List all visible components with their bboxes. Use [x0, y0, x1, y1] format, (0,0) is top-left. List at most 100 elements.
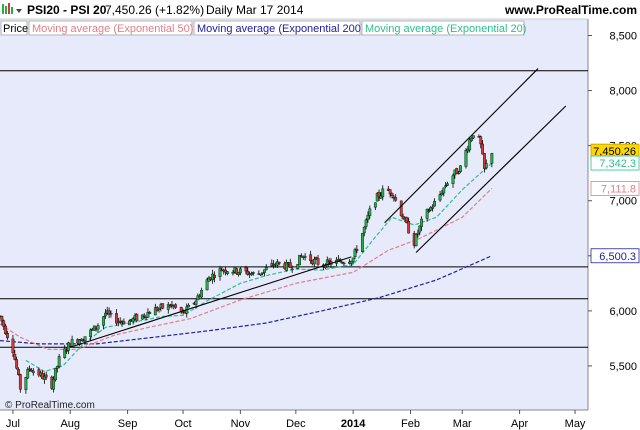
candle-body[interactable]	[187, 305, 191, 308]
candle-body[interactable]	[259, 273, 263, 276]
candle-body[interactable]	[405, 217, 409, 224]
candle-body[interactable]	[416, 232, 420, 235]
candle-body[interactable]	[135, 314, 139, 321]
candle-body[interactable]	[11, 338, 15, 354]
legend-ema50[interactable]: Moving average (Exponential 50)	[32, 23, 193, 35]
candle-body[interactable]	[399, 200, 403, 217]
candle-body[interactable]	[388, 189, 392, 195]
candle-body[interactable]	[131, 318, 135, 322]
candle-body[interactable]	[30, 369, 33, 372]
candle-body[interactable]	[122, 321, 126, 325]
trendline[interactable]	[415, 105, 567, 253]
candle-body[interactable]	[174, 304, 178, 308]
candle-body[interactable]	[0, 315, 4, 322]
candle-body[interactable]	[194, 300, 198, 305]
candle-body[interactable]	[312, 258, 316, 265]
candle-body[interactable]	[54, 368, 57, 381]
candle-body[interactable]	[118, 320, 122, 323]
candle-body[interactable]	[479, 136, 483, 145]
candle-body[interactable]	[327, 260, 331, 262]
candle-body[interactable]	[309, 254, 313, 262]
candle-body[interactable]	[433, 201, 436, 207]
legend-ema200-box[interactable]	[193, 20, 361, 36]
trendline[interactable]	[70, 256, 352, 348]
candle-body[interactable]	[146, 311, 150, 318]
candle-body[interactable]	[353, 249, 357, 258]
candle-body[interactable]	[18, 374, 22, 390]
candle-body[interactable]	[296, 264, 300, 269]
candle-body[interactable]	[355, 248, 359, 252]
candle-body[interactable]	[351, 257, 355, 262]
candle-body[interactable]	[205, 279, 209, 291]
candle-body[interactable]	[55, 365, 59, 369]
candle-body[interactable]	[179, 307, 183, 313]
legend-ema20[interactable]: Moving average (Exponential 20)	[365, 23, 526, 35]
candle-body[interactable]	[414, 234, 418, 246]
legend-ema20-box[interactable]	[361, 20, 525, 36]
candle-body[interactable]	[15, 359, 19, 369]
candle-body[interactable]	[148, 312, 152, 314]
candle-body[interactable]	[2, 320, 6, 327]
candle-body[interactable]	[325, 259, 329, 267]
candle-body[interactable]	[109, 313, 113, 315]
candle-body[interactable]	[161, 303, 165, 309]
candle-body[interactable]	[4, 325, 7, 335]
candle-body[interactable]	[427, 210, 431, 212]
candle-body[interactable]	[361, 233, 364, 252]
candle-body[interactable]	[264, 267, 268, 271]
candle-body[interactable]	[128, 320, 131, 326]
candle-body[interactable]	[288, 262, 292, 268]
candle-body[interactable]	[261, 272, 264, 274]
candle-body[interactable]	[244, 267, 248, 272]
candle-body[interactable]	[420, 218, 423, 227]
candle-body[interactable]	[157, 308, 161, 311]
candle-body[interactable]	[107, 310, 111, 315]
candle-body[interactable]	[390, 193, 394, 196]
candle-body[interactable]	[31, 370, 35, 374]
candle-body[interactable]	[102, 316, 105, 326]
candle-body[interactable]	[490, 153, 494, 164]
candle-body[interactable]	[13, 353, 17, 360]
candle-body[interactable]	[407, 221, 411, 234]
candle-body[interactable]	[67, 342, 70, 351]
candle-body[interactable]	[140, 314, 144, 320]
site-url[interactable]: www.ProRealTime.com	[504, 3, 637, 17]
candle-body[interactable]	[366, 215, 370, 220]
plot-area[interactable]: 8,5008,0007,5007,0006,5006,0005,500JulAu…	[0, 19, 640, 430]
candle-body[interactable]	[440, 193, 444, 195]
candle-body[interactable]	[26, 368, 30, 379]
candle-body[interactable]	[431, 206, 435, 209]
candle-body[interactable]	[224, 269, 227, 273]
candle-body[interactable]	[65, 350, 68, 352]
candle-body[interactable]	[235, 268, 239, 274]
candle-body[interactable]	[42, 376, 46, 380]
candle-body[interactable]	[298, 254, 301, 266]
candle-body[interactable]	[213, 274, 216, 279]
candle-body[interactable]	[429, 207, 433, 211]
candle-body[interactable]	[142, 314, 146, 317]
candle-body[interactable]	[251, 272, 255, 274]
candle-body[interactable]	[444, 185, 448, 187]
candle-body[interactable]	[96, 325, 100, 330]
legend-ema200[interactable]: Moving average (Exponential 200)	[197, 23, 365, 35]
candle-body[interactable]	[484, 163, 488, 169]
candle-body[interactable]	[468, 139, 472, 151]
candle-body[interactable]	[377, 192, 381, 198]
candle-body[interactable]	[237, 272, 240, 276]
candle-body[interactable]	[368, 208, 372, 216]
candle-body[interactable]	[451, 175, 455, 184]
candle-body[interactable]	[442, 187, 446, 194]
candle-body[interactable]	[246, 270, 250, 275]
candle-body[interactable]	[340, 262, 344, 264]
candle-body[interactable]	[425, 209, 429, 219]
candle-body[interactable]	[455, 168, 459, 175]
candle-body[interactable]	[349, 260, 353, 264]
candle-body[interactable]	[250, 273, 253, 276]
candle-body[interactable]	[226, 271, 229, 275]
candle-body[interactable]	[196, 295, 200, 301]
candle-body[interactable]	[57, 356, 61, 367]
candle-body[interactable]	[41, 373, 44, 380]
candle-body[interactable]	[362, 226, 366, 234]
candle-body[interactable]	[200, 290, 203, 298]
ema20-line[interactable]	[25, 162, 493, 373]
